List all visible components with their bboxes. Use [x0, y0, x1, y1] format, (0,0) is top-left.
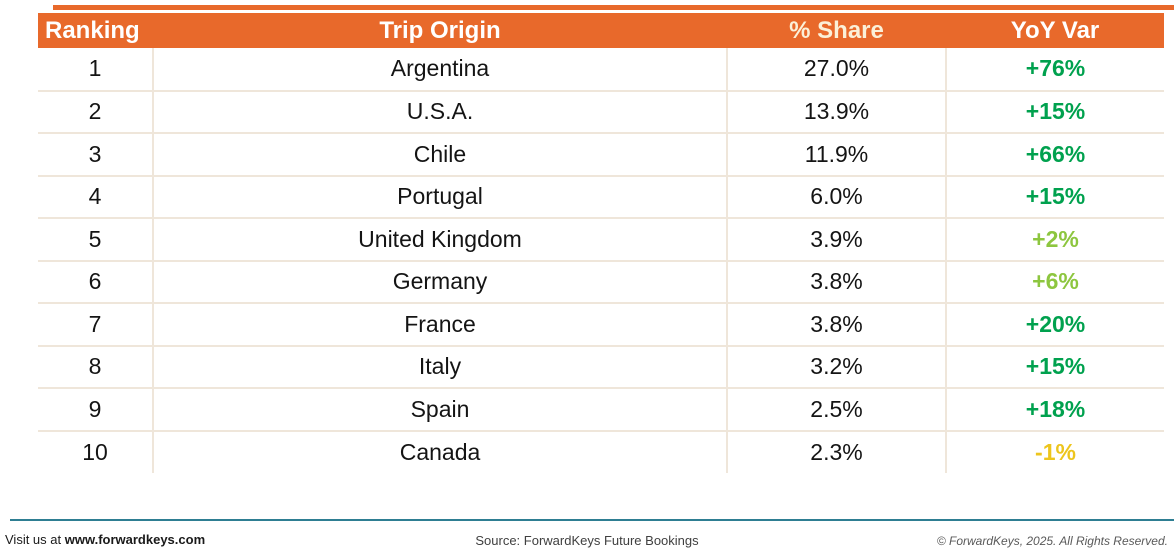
origin-cell: United Kingdom — [152, 217, 727, 261]
share-cell: 2.5% — [726, 387, 946, 431]
table-row: 4 Portugal 6.0% +15% — [38, 174, 1164, 218]
share-cell: 3.2% — [726, 344, 946, 388]
origin-cell: Italy — [152, 344, 727, 388]
yoy-cell: -1% — [945, 429, 1164, 473]
table-header: Ranking Trip Origin % Share YoY Var — [38, 13, 1164, 48]
footer-copyright-text: © ForwardKeys, 2025. All Rights Reserved… — [936, 534, 1168, 548]
yoy-cell: +20% — [945, 302, 1164, 346]
column-header-trip-origin: Trip Origin — [153, 13, 727, 48]
share-cell: 6.0% — [726, 174, 946, 218]
share-cell: 2.3% — [726, 429, 946, 473]
table-row: 5 United Kingdom 3.9% +2% — [38, 217, 1164, 261]
footer-visit-text: Visit us at www.forwardkeys.com — [5, 532, 205, 547]
ranking-cell: 7 — [38, 302, 153, 346]
table-row: 1 Argentina 27.0% +76% — [38, 48, 1164, 91]
share-cell: 13.9% — [726, 89, 946, 133]
origin-cell: Germany — [152, 259, 727, 303]
share-cell: 3.8% — [726, 259, 946, 303]
ranking-cell: 2 — [38, 89, 153, 133]
table-row: 6 Germany 3.8% +6% — [38, 259, 1164, 303]
ranking-cell: 3 — [38, 132, 153, 176]
origin-cell: Portugal — [152, 174, 727, 218]
trip-origin-rankings-table: Ranking Trip Origin % Share YoY Var 1 Arg… — [38, 13, 1164, 473]
yoy-cell: +2% — [945, 217, 1164, 261]
table-row: 2 U.S.A. 13.9% +15% — [38, 89, 1164, 133]
rankings-table-container: Ranking Trip Origin % Share YoY Var 1 Arg… — [38, 13, 1164, 473]
ranking-cell: 6 — [38, 259, 153, 303]
ranking-cell: 5 — [38, 217, 153, 261]
table-row: 10 Canada 2.3% -1% — [38, 429, 1164, 473]
share-cell: 3.8% — [726, 302, 946, 346]
footer-source-text: Source: ForwardKeys Future Bookings — [475, 533, 699, 548]
table-header-row: Ranking Trip Origin % Share YoY Var — [38, 13, 1164, 48]
ranking-cell: 10 — [38, 429, 153, 473]
origin-cell: U.S.A. — [152, 89, 727, 133]
ranking-cell: 8 — [38, 344, 153, 388]
yoy-cell: +15% — [945, 89, 1164, 133]
origin-cell: Chile — [152, 132, 727, 176]
yoy-cell: +66% — [945, 132, 1164, 176]
ranking-cell: 4 — [38, 174, 153, 218]
top-accent-strip — [53, 5, 1174, 10]
origin-cell: Argentina — [152, 48, 727, 91]
table-row: 7 France 3.8% +20% — [38, 302, 1164, 346]
origin-cell: Spain — [152, 387, 727, 431]
yoy-cell: +76% — [945, 48, 1164, 91]
column-header-yoy-var: YoY Var — [946, 13, 1164, 48]
share-cell: 3.9% — [726, 217, 946, 261]
table-row: 8 Italy 3.2% +15% — [38, 344, 1164, 388]
share-cell: 11.9% — [726, 132, 946, 176]
table-row: 3 Chile 11.9% +66% — [38, 132, 1164, 176]
yoy-cell: +6% — [945, 259, 1164, 303]
column-header-share: % Share — [727, 13, 946, 48]
column-header-ranking: Ranking — [38, 13, 153, 48]
yoy-cell: +15% — [945, 174, 1164, 218]
forwardkeys-url-link[interactable]: www.forwardkeys.com — [64, 532, 206, 547]
origin-cell: Canada — [152, 429, 727, 473]
yoy-cell: +18% — [945, 387, 1164, 431]
ranking-cell: 9 — [38, 387, 153, 431]
table-row: 9 Spain 2.5% +18% — [38, 387, 1164, 431]
share-cell: 27.0% — [726, 48, 946, 91]
table-body: 1 Argentina 27.0% +76% 2 U.S.A. 13.9% +15% 3 Chil… — [38, 48, 1164, 473]
ranking-cell: 1 — [38, 48, 153, 91]
footer-divider-line — [10, 519, 1174, 521]
origin-cell: France — [152, 302, 727, 346]
visit-prefix-text: Visit us at — [5, 532, 65, 547]
yoy-cell: +15% — [945, 344, 1164, 388]
